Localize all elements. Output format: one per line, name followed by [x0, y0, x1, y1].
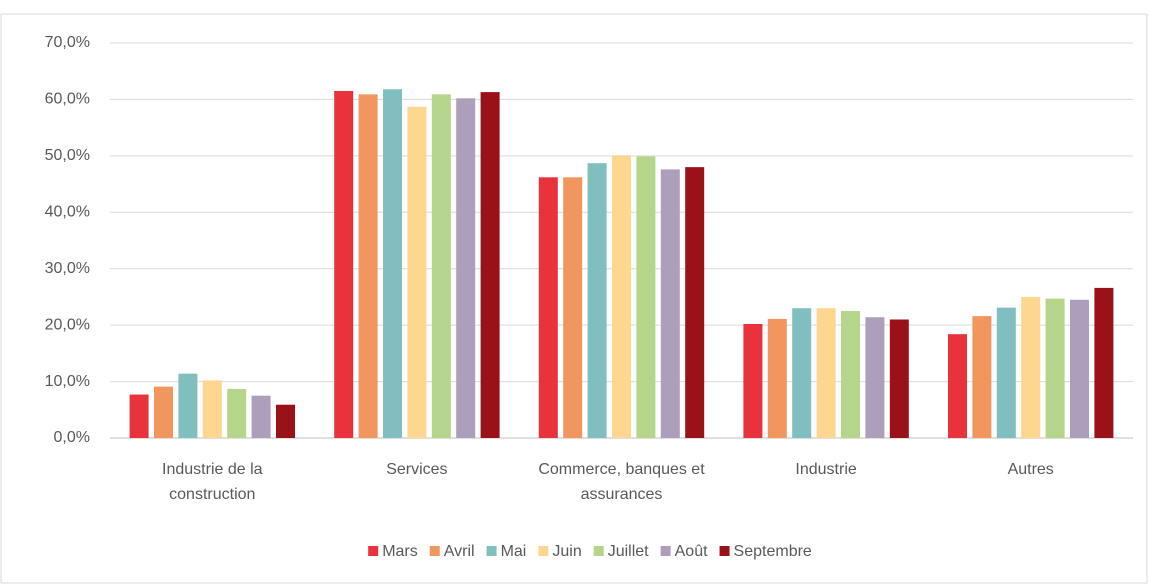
legend-swatch — [660, 546, 671, 556]
bar — [456, 98, 476, 439]
bar — [636, 156, 656, 438]
legend-label: Juin — [552, 543, 581, 560]
bar — [841, 311, 860, 438]
bar — [865, 317, 885, 438]
bar — [816, 308, 836, 438]
bar — [334, 90, 354, 438]
legend-label: Avril — [444, 543, 475, 560]
bar — [1045, 298, 1065, 438]
bar — [792, 308, 812, 438]
legend-swatch — [486, 546, 497, 556]
legend-label: Août — [675, 543, 708, 560]
x-tick-label: Industrie de la construction — [162, 461, 263, 503]
y-tick-label: 60,0% — [45, 91, 90, 108]
legend-swatch — [368, 546, 379, 556]
x-tick-label: Autres — [1007, 461, 1054, 478]
y-tick-label: 20,0% — [45, 316, 90, 333]
bar — [660, 169, 680, 438]
bar — [129, 394, 149, 438]
bar — [1070, 299, 1089, 438]
bar — [996, 307, 1016, 438]
legend-swatch — [538, 546, 549, 556]
bar — [178, 373, 198, 438]
y-tick-label: 50,0% — [45, 147, 90, 164]
bar — [227, 388, 247, 438]
bar — [948, 334, 967, 438]
bar — [685, 167, 705, 438]
bar — [972, 316, 992, 438]
bar — [431, 94, 451, 438]
legend-swatch — [593, 546, 604, 556]
bar — [563, 177, 583, 439]
x-tick-label: Commerce, banques et assurances — [538, 461, 705, 503]
y-tick-label: 0,0% — [54, 429, 90, 446]
bar — [612, 155, 631, 439]
legend-swatch — [719, 546, 730, 556]
legend-label: Juillet — [608, 543, 649, 560]
bar — [743, 324, 763, 438]
bar — [1021, 296, 1041, 438]
bar — [202, 380, 222, 438]
chart-border — [0, 13, 1148, 584]
bar — [383, 89, 402, 439]
x-tick-label: Services — [386, 461, 448, 478]
y-tick-label: 40,0% — [45, 204, 90, 221]
bar — [587, 163, 607, 438]
y-tick-label: 30,0% — [45, 260, 90, 277]
x-tick-label: Industrie — [795, 461, 857, 478]
bar — [358, 94, 378, 438]
bar — [1094, 287, 1114, 438]
bar — [407, 106, 427, 438]
y-tick-label: 10,0% — [45, 373, 90, 390]
bar — [767, 318, 787, 438]
bar — [480, 92, 500, 438]
bar — [276, 404, 295, 438]
bar — [251, 395, 271, 438]
bar — [889, 319, 909, 438]
bar — [154, 386, 173, 438]
legend-swatch — [429, 546, 440, 556]
legend-label: Mai — [501, 543, 527, 560]
y-tick-label: 70,0% — [45, 34, 90, 51]
legend-label: Septembre — [734, 543, 812, 560]
legend-label: Mars — [382, 543, 418, 560]
bar — [538, 177, 558, 439]
